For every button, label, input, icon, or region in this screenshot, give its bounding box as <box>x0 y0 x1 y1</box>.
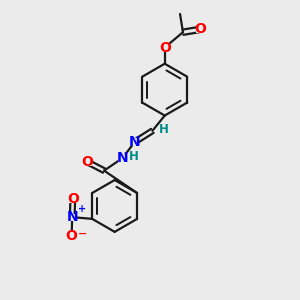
Text: N: N <box>116 151 128 165</box>
Text: O: O <box>159 40 171 55</box>
FancyBboxPatch shape <box>68 195 77 203</box>
FancyBboxPatch shape <box>130 138 139 146</box>
FancyBboxPatch shape <box>82 158 92 166</box>
Text: O: O <box>81 155 93 169</box>
FancyBboxPatch shape <box>196 25 206 33</box>
FancyBboxPatch shape <box>118 154 127 162</box>
FancyBboxPatch shape <box>67 232 76 240</box>
FancyBboxPatch shape <box>160 44 169 52</box>
FancyBboxPatch shape <box>129 153 138 160</box>
FancyBboxPatch shape <box>68 214 76 221</box>
Text: O: O <box>66 229 78 243</box>
Text: O: O <box>67 192 79 206</box>
Text: +: + <box>78 204 86 214</box>
Text: N: N <box>129 135 140 149</box>
Text: −: − <box>77 229 87 239</box>
Text: H: H <box>159 123 169 136</box>
Text: N: N <box>66 210 78 224</box>
FancyBboxPatch shape <box>159 126 168 133</box>
Text: O: O <box>195 22 207 36</box>
Text: H: H <box>129 150 138 163</box>
